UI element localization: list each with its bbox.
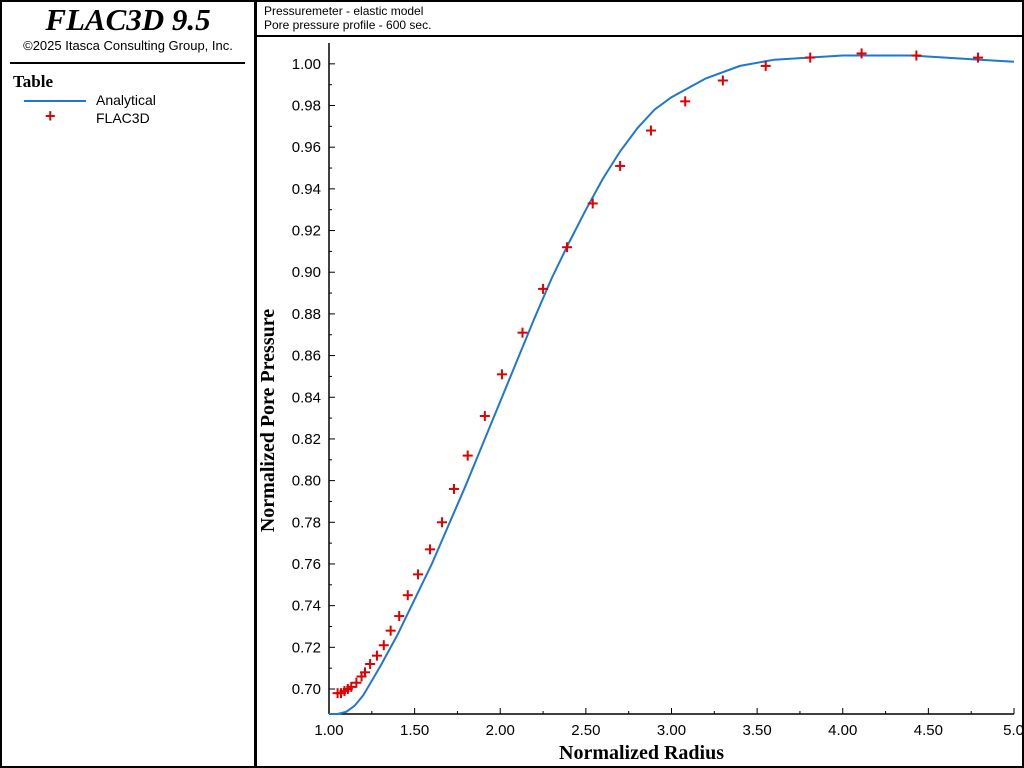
analytical-legend-line-icon: [24, 100, 86, 102]
x-tick-label: 4.00: [828, 722, 857, 739]
flac3d-data-point: [402, 590, 413, 601]
app-title: FLAC3D 9.5: [45, 2, 211, 37]
legend-label-analytical: Analytical: [96, 92, 156, 108]
y-tick-label: 0.82: [292, 431, 321, 448]
flac3d-data-point: [479, 411, 490, 422]
flac3d-data-point: [717, 75, 728, 86]
y-tick-label: 0.92: [292, 223, 321, 240]
flac3d-data-point: [425, 544, 436, 555]
x-tick-label: 3.00: [657, 722, 686, 739]
y-tick-label: 0.84: [292, 389, 321, 406]
flac3d-data-point: [538, 283, 549, 294]
flac3d-data-point: [351, 677, 362, 688]
flac3d-data-point: [562, 242, 573, 253]
y-tick-label: 0.76: [292, 556, 321, 573]
x-tick-label: 4.50: [914, 722, 943, 739]
flac3d-data-point: [413, 569, 424, 580]
flac3d-data-point: [760, 60, 771, 71]
y-tick-label: 0.72: [292, 639, 321, 656]
flac3d-data-point: [496, 369, 507, 380]
x-tick-label: 2.50: [571, 722, 600, 739]
y-tick-label: 1.00: [292, 56, 321, 73]
legend-divider: [10, 62, 245, 64]
x-tick-label: 5.0: [1003, 722, 1022, 739]
x-tick-label: 1.50: [400, 722, 429, 739]
y-tick-label: 0.78: [292, 514, 321, 531]
y-tick-label: 0.86: [292, 348, 321, 365]
flac3d-data-point: [394, 611, 405, 622]
flac3d-data-point: [437, 517, 448, 528]
flac3d-data-point: [615, 160, 626, 171]
y-tick-label: 0.74: [292, 598, 321, 615]
copyright-text: ©2025 Itasca Consulting Group, Inc.: [23, 38, 233, 53]
flac3d-data-point: [378, 640, 389, 651]
flac3d-data-point: [359, 667, 370, 678]
flac3d-data-point: [346, 681, 357, 692]
y-tick-label: 0.98: [292, 98, 321, 115]
plot-panel: [255, 0, 1024, 768]
y-tick-label: 0.88: [292, 306, 321, 323]
flac3d-data-point: [371, 650, 382, 661]
flac3d-data-point: [680, 96, 691, 107]
plot-title-line1: Pressuremeter - elastic model: [264, 4, 424, 18]
flac3d-data-point: [462, 450, 473, 461]
flac3d-data-point: [805, 52, 816, 63]
y-tick-label: 0.80: [292, 473, 321, 490]
flac3d-data-point: [856, 48, 867, 59]
x-axis-label: Normalized Radius: [559, 742, 724, 764]
legend-title: Table: [13, 72, 54, 91]
analytical-series-line: [329, 54, 1015, 715]
x-tick-label: 2.00: [486, 722, 515, 739]
flac3d-data-point: [911, 50, 922, 61]
flac3d-data-point: [587, 198, 598, 209]
x-tick-label: 1.00: [314, 722, 343, 739]
y-axis-label: Normalized Pore Pressure: [257, 309, 279, 532]
flac3d-data-point: [645, 125, 656, 136]
flac3d-data-point: [449, 483, 460, 494]
flac3d-data-point: [517, 327, 528, 338]
flac3d-data-point: [385, 625, 396, 636]
y-tick-label: 0.94: [292, 181, 321, 198]
legend-label-flac3d: FLAC3D: [96, 110, 150, 126]
plot-header: [256, 0, 1022, 37]
flac3d-data-point: [365, 658, 376, 669]
y-tick-label: 0.90: [292, 264, 321, 281]
flac3d-legend-cross-icon: +: [45, 106, 56, 126]
y-tick-label: 0.96: [292, 139, 321, 156]
plot-title-line2: Pore pressure profile - 600 sec.: [264, 18, 432, 32]
flac3d-data-point: [973, 52, 984, 63]
y-tick-label: 0.70: [292, 681, 321, 698]
pore-pressure-chart: 1.00 1.50 2.00 2.50 3.00 3.50 4.00 4.50 5.0 0.70 0…: [257, 43, 1022, 764]
legend-panel: [0, 0, 256, 768]
x-tick-label: 3.50: [743, 722, 772, 739]
